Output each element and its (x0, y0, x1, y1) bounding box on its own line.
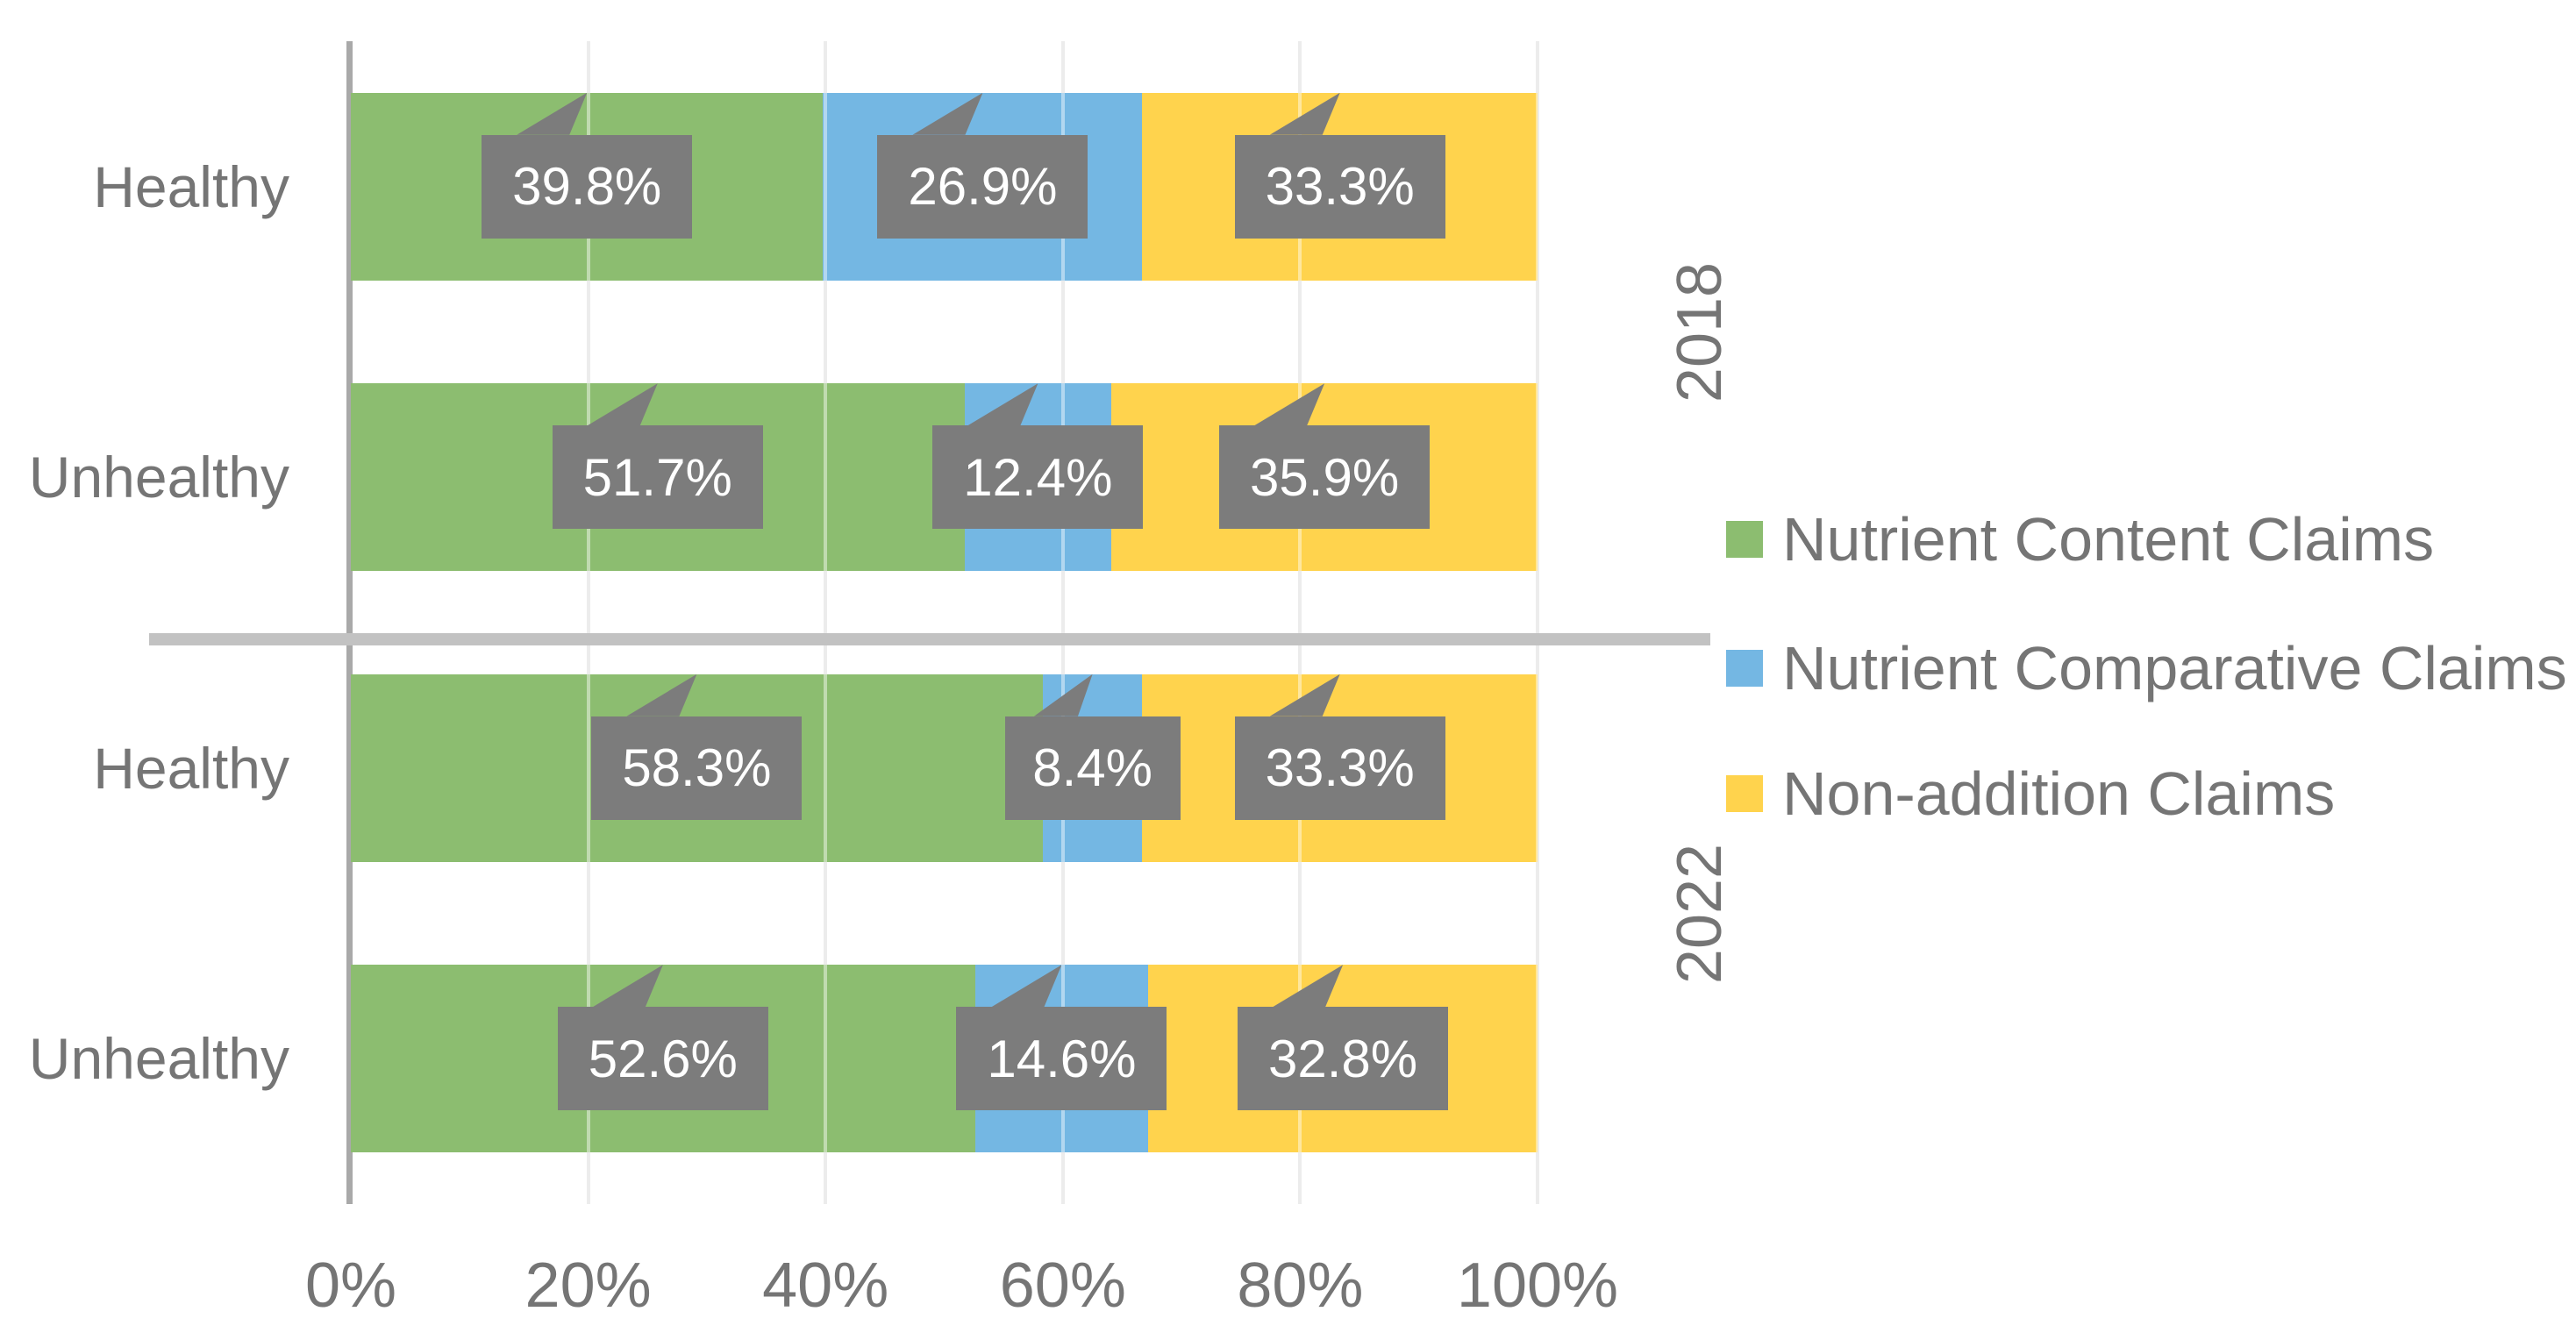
gridline (586, 41, 590, 1204)
gridline-overlay (586, 41, 590, 1204)
group-divider-line (149, 633, 1710, 645)
gridline-overlay (1298, 41, 1302, 1204)
data-label-callout: 12.4% (932, 425, 1144, 530)
gridline-overlay (1536, 41, 1539, 1204)
category-label-healthy-2022: Healthy (93, 735, 289, 801)
data-label-callout: 33.3% (1234, 134, 1445, 239)
gridline-overlay (1060, 41, 1065, 1204)
data-label-callout: 26.9% (877, 134, 1088, 239)
gridline (1060, 41, 1065, 1204)
x-tick-60: 60% (999, 1251, 1126, 1321)
x-tick-100: 100% (1456, 1251, 1619, 1321)
gridline (824, 41, 828, 1204)
gridline (1536, 41, 1539, 1204)
x-tick-40: 40% (762, 1251, 889, 1321)
legend-label: Nutrient Comparative Claims (1782, 634, 2567, 702)
data-label-callout: 14.6% (956, 1007, 1167, 1111)
data-label-callout: 58.3% (591, 716, 803, 820)
legend-item-nutrient-comparative: Nutrient Comparative Claims (1726, 633, 2567, 703)
data-label-callout: 51.7% (552, 425, 763, 530)
legend-swatch-yellow-icon (1726, 775, 1763, 812)
x-tick-20: 20% (524, 1251, 652, 1321)
legend-label: Non-addition Claims (1782, 759, 2336, 828)
group-label-2018: 2018 (1665, 261, 1735, 403)
category-label-healthy-2018: Healthy (93, 153, 289, 219)
category-label-unhealthy-2022: Unhealthy (28, 1026, 289, 1092)
y-axis-line (346, 41, 353, 1204)
data-label-callout: 32.8% (1238, 1007, 1449, 1111)
x-tick-0: 0% (304, 1251, 397, 1321)
legend-label: Nutrient Content Claims (1782, 505, 2435, 574)
data-label-callout: 39.8% (482, 134, 693, 239)
data-label-callout: 52.6% (557, 1007, 768, 1111)
data-label-callout: 35.9% (1219, 425, 1431, 530)
legend-swatch-green-icon (1726, 521, 1763, 558)
legend-item-non-addition: Non-addition Claims (1726, 759, 2335, 829)
data-label-callout: 33.3% (1234, 716, 1445, 820)
legend-item-nutrient-content: Nutrient Content Claims (1726, 504, 2434, 574)
legend-swatch-blue-icon (1726, 650, 1763, 687)
x-tick-80: 80% (1237, 1251, 1364, 1321)
category-label-unhealthy-2018: Unhealthy (28, 445, 289, 510)
gridline (1298, 41, 1302, 1204)
data-label-callout: 8.4% (1004, 716, 1181, 820)
gridline-overlay (824, 41, 828, 1204)
